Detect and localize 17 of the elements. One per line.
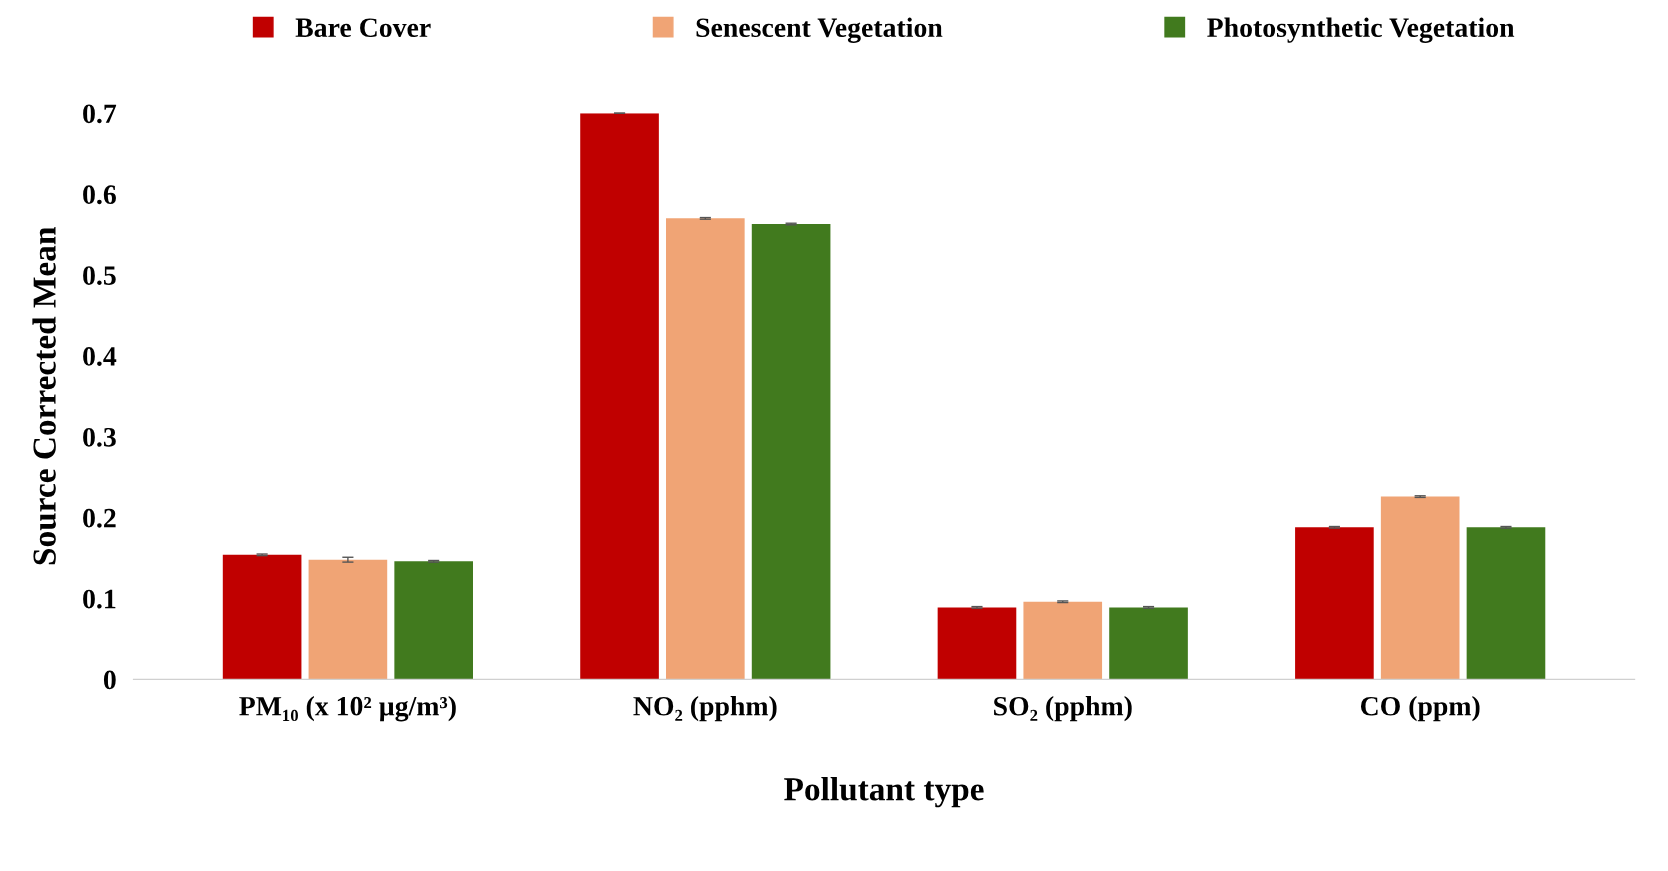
x-axis-title: Pollutant type (784, 777, 984, 808)
y-tick-label: 0.4 (83, 347, 117, 366)
y-tick-label: 0.1 (83, 589, 116, 609)
y-tick-label: 0.7 (83, 104, 117, 124)
legend-label: Photosynthetic Vegetation (1207, 17, 1515, 43)
legend-label: Senescent Vegetation (696, 17, 943, 43)
x-tick-label: NO₂ (pphm) (633, 696, 777, 722)
legend-label: Bare Cover (295, 18, 431, 38)
y-axis-title: Source Corrected Mean (32, 227, 56, 565)
x-tick-label: CO (ppm) (1360, 696, 1480, 722)
y-tick-label: 0.2 (83, 508, 116, 528)
x-tick-label: SO₂ (pphm) (994, 696, 1132, 722)
y-tick-label: 0.5 (83, 266, 116, 286)
y-tick-label: 0.3 (83, 427, 116, 447)
y-tick-label: 0.6 (83, 185, 116, 205)
x-tick-label: PM₁₀ (x 10² µg/m³) (239, 696, 456, 722)
y-tick-label: 0 (103, 670, 116, 690)
